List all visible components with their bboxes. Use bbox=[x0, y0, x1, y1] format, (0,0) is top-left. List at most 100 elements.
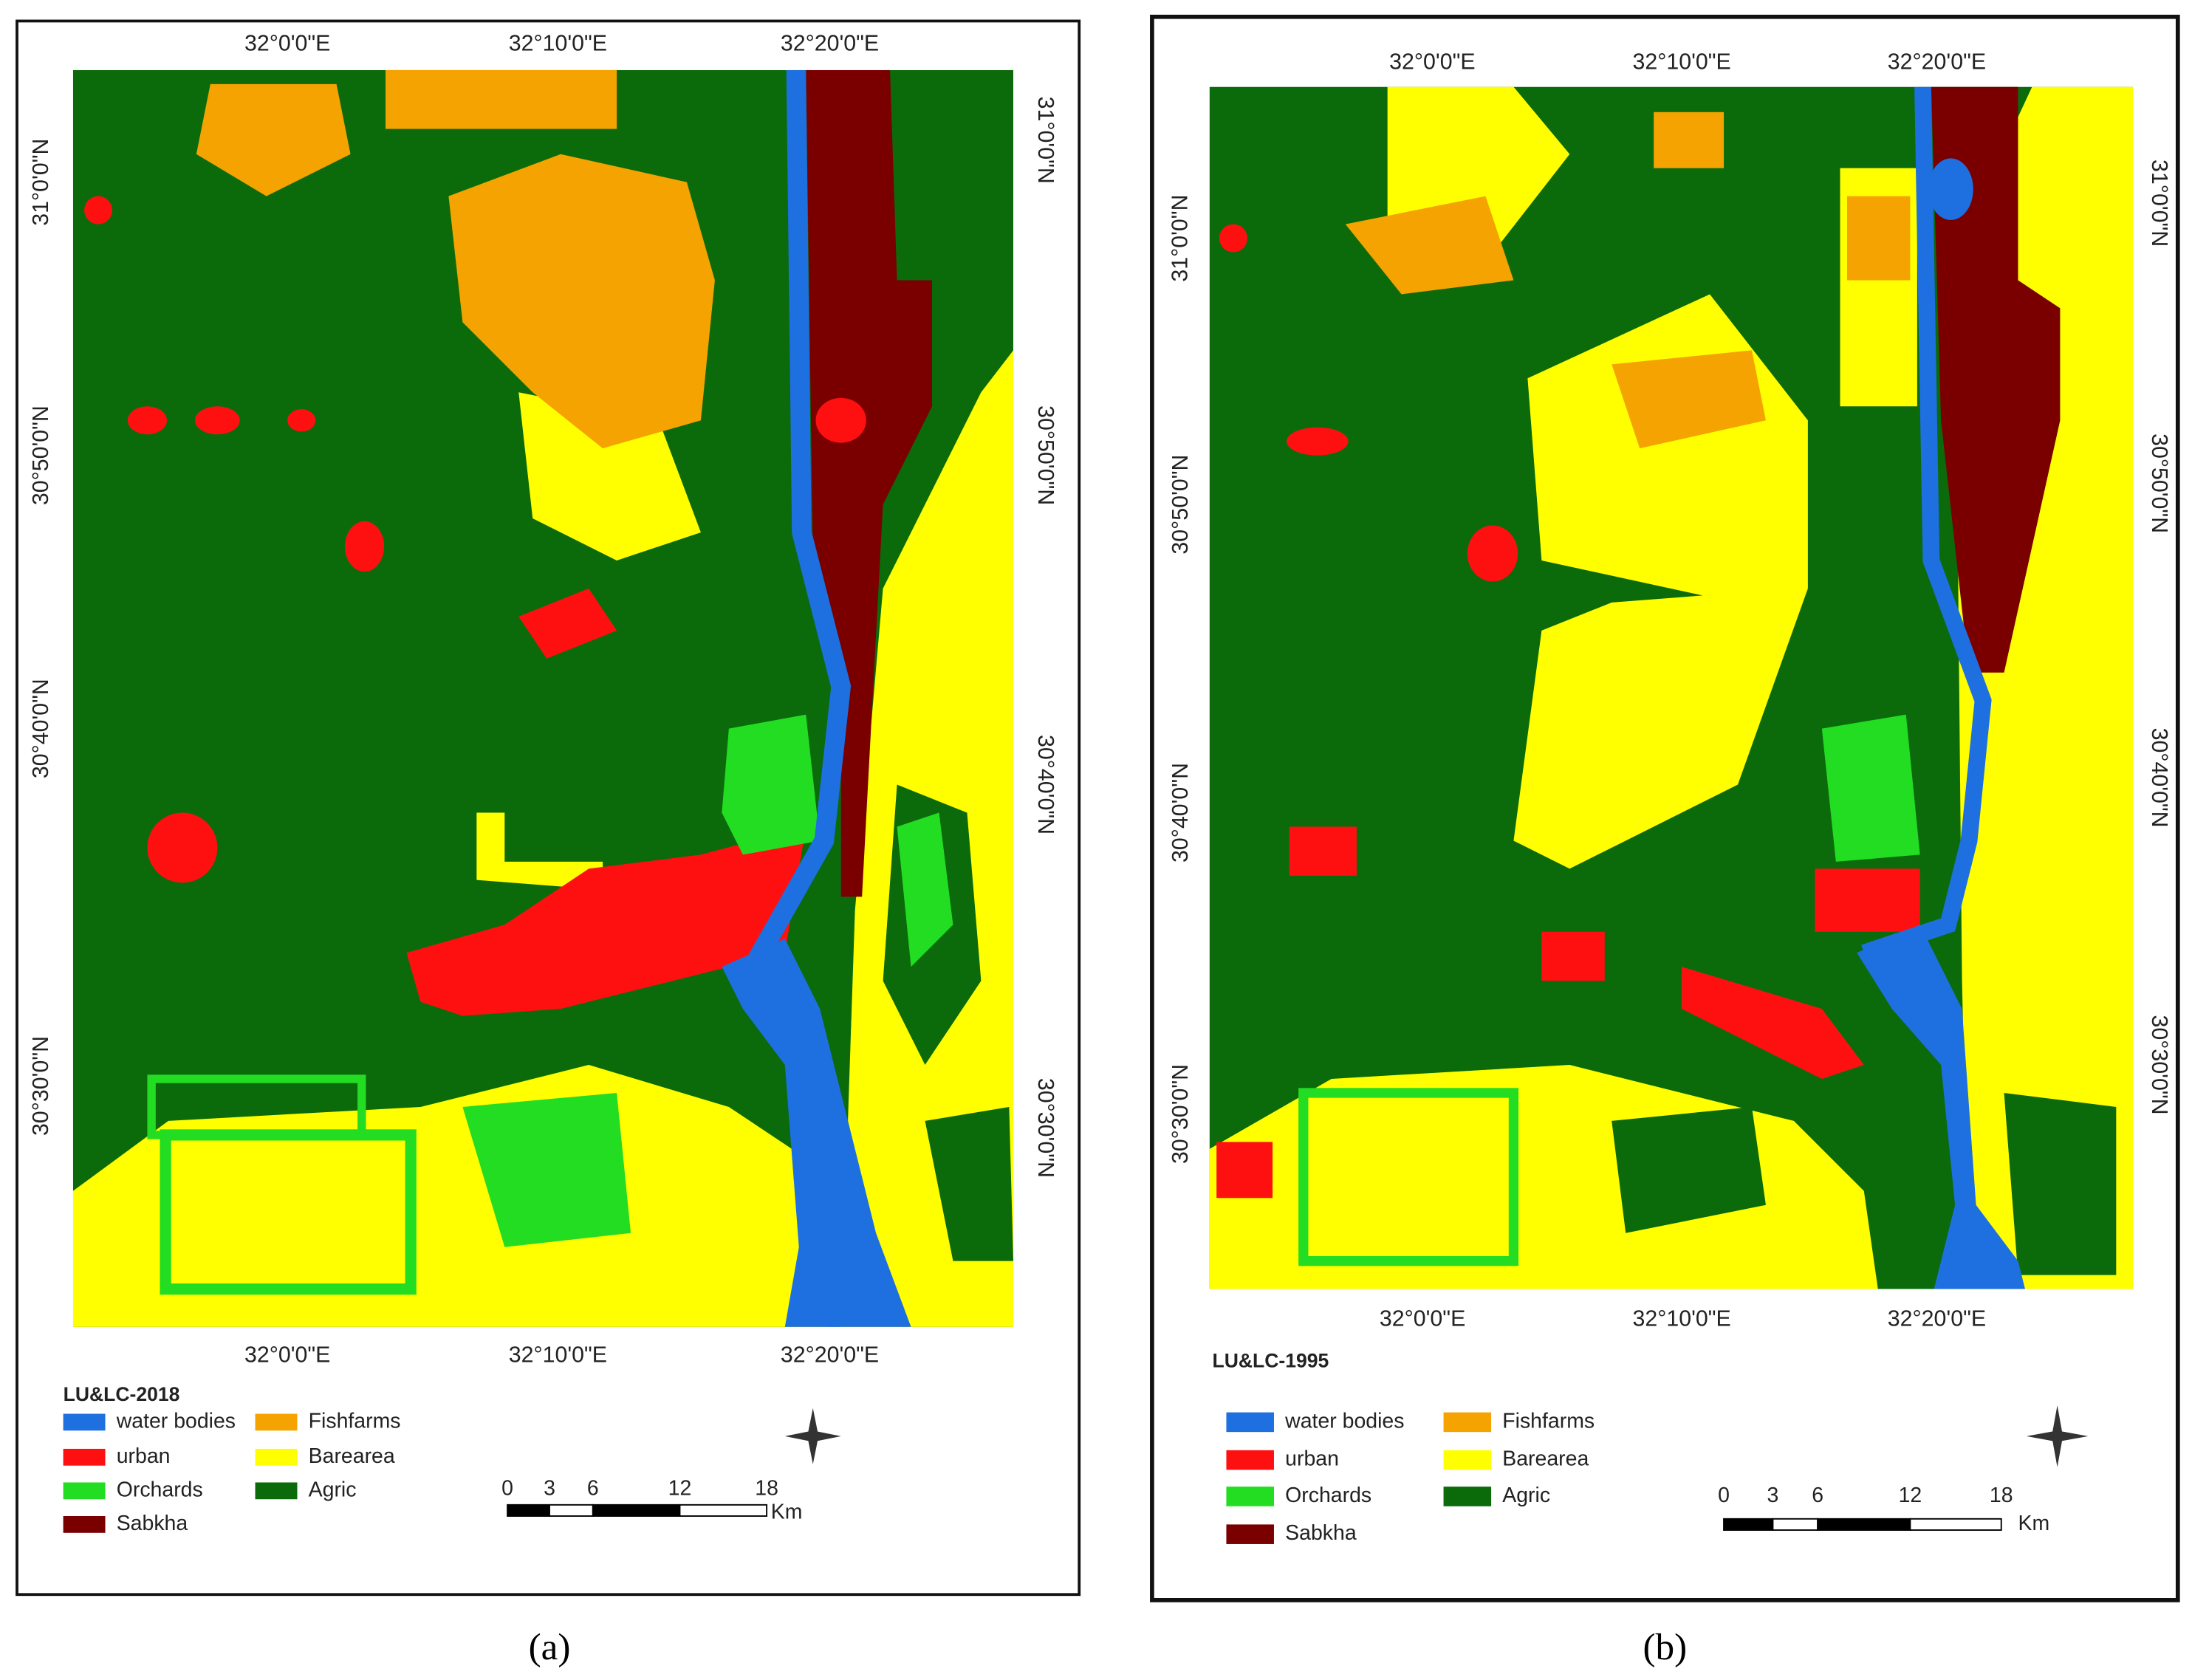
urban bbox=[1289, 826, 1357, 876]
legend-swatch bbox=[1443, 1450, 1492, 1470]
coord-label: 32°20'0"E bbox=[781, 1343, 879, 1368]
coord-label: 32°0'0"E bbox=[244, 1343, 330, 1368]
legend-label: Agric bbox=[1502, 1484, 1550, 1507]
urban bbox=[127, 406, 168, 435]
compass-star bbox=[784, 1408, 841, 1464]
scale-segment bbox=[592, 1504, 681, 1517]
scale-label: 12 bbox=[668, 1476, 692, 1500]
coord-label: 32°10'0"E bbox=[509, 32, 607, 56]
coord-label: 30°30'0"N bbox=[2147, 1015, 2171, 1115]
legend-swatch bbox=[1443, 1487, 1492, 1506]
panel-frame bbox=[1150, 14, 2180, 1602]
legend-swatch bbox=[1226, 1487, 1274, 1506]
map-a bbox=[72, 69, 1014, 1327]
legend-label: water bodies bbox=[1284, 1409, 1404, 1433]
urban bbox=[1287, 427, 1349, 456]
orchards bbox=[160, 1129, 417, 1295]
urban bbox=[815, 397, 866, 443]
scale-segment bbox=[1723, 1518, 1774, 1531]
scale-unit: Km bbox=[771, 1501, 803, 1524]
legend-swatch bbox=[1226, 1524, 1274, 1544]
legend-swatch bbox=[1226, 1450, 1274, 1470]
urban bbox=[194, 406, 240, 435]
urban bbox=[406, 826, 806, 1016]
coord-label: 30°30'0"N bbox=[1033, 1078, 1058, 1178]
caption: (a) bbox=[529, 1626, 571, 1668]
urban bbox=[1467, 525, 1518, 582]
orchards bbox=[462, 1092, 631, 1247]
coord-label: 32°10'0"E bbox=[509, 1343, 607, 1368]
scale-label: 6 bbox=[587, 1476, 599, 1500]
bare-area bbox=[518, 392, 701, 560]
bare-area bbox=[1513, 294, 1808, 869]
legend-swatch bbox=[255, 1448, 298, 1466]
legend-label: Orchards bbox=[117, 1478, 203, 1501]
coord-label: 31°0'0"N bbox=[2147, 160, 2171, 247]
agric-area bbox=[1612, 1106, 1766, 1233]
scale-segment bbox=[1909, 1518, 2002, 1531]
legend-swatch bbox=[63, 1448, 106, 1466]
scale-label: 18 bbox=[755, 1476, 778, 1500]
legend-label: Sabkha bbox=[117, 1512, 188, 1535]
legend-label: Orchards bbox=[1285, 1484, 1371, 1507]
fishfarm bbox=[1654, 112, 1725, 168]
fishfarm bbox=[386, 69, 617, 129]
water bbox=[1857, 925, 2025, 1289]
legend-label: Fishfarms bbox=[309, 1409, 401, 1433]
legend-swatch bbox=[1443, 1412, 1492, 1433]
urban bbox=[84, 196, 113, 224]
scale-label: 18 bbox=[1990, 1484, 2013, 1507]
fishfarm bbox=[1345, 196, 1514, 295]
sabkha bbox=[1931, 86, 2061, 673]
orchards bbox=[1821, 714, 1920, 862]
legend-swatch bbox=[255, 1482, 298, 1500]
scale-segment bbox=[549, 1504, 594, 1517]
scale-label: 3 bbox=[544, 1476, 555, 1500]
coord-label: 32°20'0"E bbox=[1888, 1306, 1986, 1331]
urban bbox=[518, 588, 617, 659]
legend-swatch bbox=[63, 1516, 106, 1533]
panel-frame bbox=[16, 19, 1081, 1597]
urban bbox=[1541, 931, 1605, 981]
fishfarm bbox=[196, 83, 351, 196]
scale-segment bbox=[507, 1504, 550, 1517]
urban bbox=[147, 812, 218, 883]
orchards bbox=[897, 812, 953, 967]
legend-label: Fishfarms bbox=[1502, 1409, 1595, 1433]
urban bbox=[344, 521, 385, 572]
coord-label: 31°0'0"N bbox=[1168, 194, 1193, 281]
legend-label: Sabkha bbox=[1285, 1521, 1357, 1545]
coord-label: 32°0'0"E bbox=[1380, 1306, 1465, 1331]
coord-label: 32°0'0"E bbox=[1389, 49, 1475, 74]
coord-label: 30°50'0"N bbox=[1033, 405, 1058, 505]
coord-label: 30°50'0"N bbox=[29, 405, 53, 505]
agric-area bbox=[2004, 1092, 2117, 1275]
legend-label: urban bbox=[117, 1444, 171, 1468]
coord-label: 30°50'0"N bbox=[2147, 433, 2171, 533]
coord-label: 30°40'0"N bbox=[1033, 735, 1058, 834]
scale-unit: Km bbox=[2018, 1512, 2049, 1535]
legend-swatch bbox=[255, 1413, 298, 1431]
fishfarm bbox=[448, 154, 715, 449]
legend-title: LU&LC-1995 bbox=[1212, 1349, 1329, 1371]
scale-label: 3 bbox=[1767, 1484, 1779, 1507]
coord-label: 32°20'0"E bbox=[1888, 49, 1986, 74]
water bbox=[722, 939, 911, 1327]
coord-label: 32°20'0"E bbox=[781, 32, 879, 56]
north-arrow bbox=[784, 1408, 841, 1464]
legend-title: LU&LC-2018 bbox=[64, 1383, 180, 1405]
urban bbox=[1682, 967, 1864, 1080]
legend-swatch bbox=[63, 1482, 106, 1500]
coord-label: 30°40'0"N bbox=[1168, 763, 1193, 863]
scale-segment bbox=[1772, 1518, 1819, 1531]
legend-label: water bodies bbox=[116, 1409, 236, 1433]
agric-area bbox=[925, 1106, 1014, 1261]
coord-label: 32°10'0"E bbox=[1632, 1306, 1730, 1331]
urban bbox=[1216, 1142, 1273, 1199]
legend-label: Agric bbox=[309, 1478, 357, 1501]
coord-label: 31°0'0"N bbox=[1033, 97, 1058, 184]
scale-label: 6 bbox=[1812, 1484, 1823, 1507]
compass-star bbox=[2026, 1405, 2089, 1467]
legend-label: Barearea bbox=[1502, 1447, 1589, 1471]
fishfarm bbox=[1847, 196, 1911, 281]
